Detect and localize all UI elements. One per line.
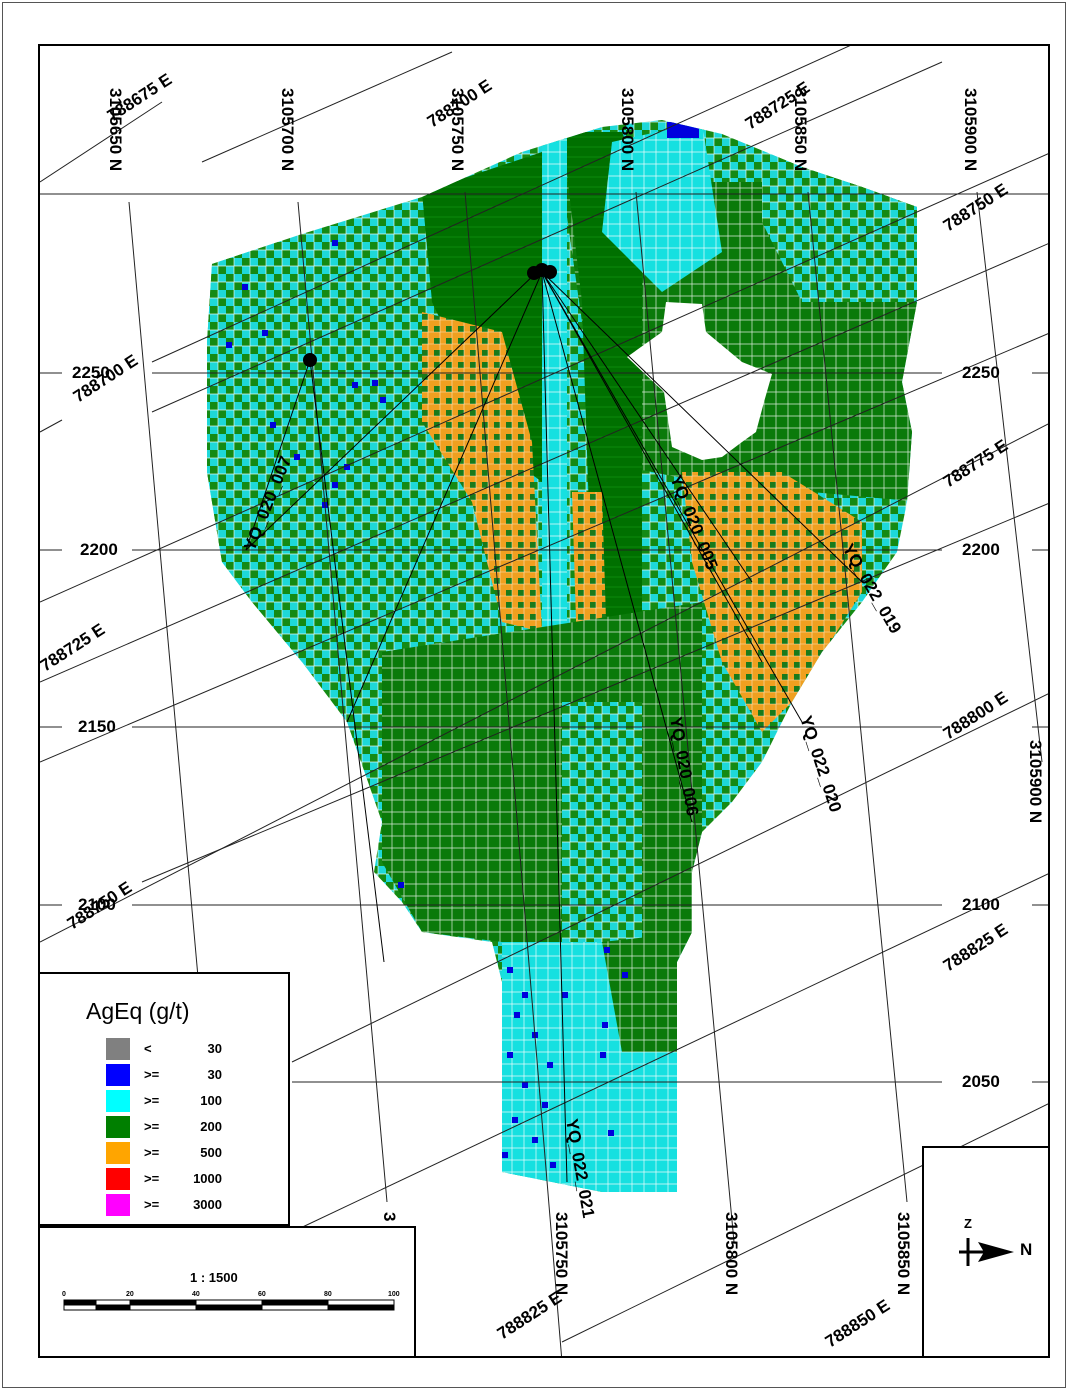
legend-row: >= 100 [106,1090,286,1112]
easting-left-1: 788725 E [37,620,108,676]
elevation-lines [40,193,1048,1083]
easting-5: 788800 E [940,688,1011,744]
legend-operator: < [144,1041,152,1056]
legend-swatch [106,1116,130,1138]
scale-ratio: 1 : 1500 [190,1270,238,1285]
scale-tick-label: 60 [258,1291,266,1298]
section-map [40,46,1048,1356]
northing-bottom-3: 3105850 N [894,1212,913,1295]
north-arrow-icon [959,1238,1014,1266]
hole-label-4: YQ_020_006 [666,715,702,817]
hole-label-2: YQ_022_019 [839,541,906,637]
northing-lines [128,191,1043,1356]
elev-right-1: 2200 [962,540,1000,559]
legend-row: >= 3000 [106,1194,286,1216]
map-frame [38,44,1050,1358]
easting-left-2: 788750 E [64,878,135,934]
scale-tick-label: 100 [388,1291,400,1298]
elev-right-3: 2100 [962,895,1000,914]
elev-left-0: 2250 [72,363,110,382]
scale-tick-label: 0 [62,1291,66,1298]
easting-4: 788775 E [940,436,1011,492]
collars [303,263,557,367]
scale-tick-label: 40 [192,1291,200,1298]
elev-left-3: 2100 [78,895,116,914]
legend-row: >= 1000 [106,1168,286,1190]
legend-swatch [106,1142,130,1164]
legend: AgEq (g/t) < 30 >= 30 >= 100 >= 200 >= 5… [38,972,290,1226]
legend-operator: >= [144,1067,160,1082]
legend-value: 500 [200,1145,222,1160]
legend-row: >= 30 [106,1064,286,1086]
legend-value: 1000 [193,1171,222,1186]
northing-top-2: 3105750 N [448,88,467,171]
northing-top-0: 3105650 N [106,88,125,171]
hole-label-3: YQ_022_020 [796,713,845,814]
elev-left-2: 2150 [78,717,116,736]
hole-label-1: YQ_020_005 [666,472,721,572]
legend-operator: >= [144,1119,160,1134]
scale-tick-label: 80 [324,1291,332,1298]
easting-lines [40,46,1048,1343]
legend-value: 3000 [193,1197,222,1212]
north-arrow-box: Z N [922,1146,1050,1358]
northing-top-4: 3105850 N [791,88,810,171]
easting-bottom-0: 788825 E [494,1288,565,1344]
n-label: N [1020,1240,1033,1259]
easting-3: 788750 E [940,180,1011,236]
northing-right-0: 3105900 N [1026,740,1045,823]
legend-operator: >= [144,1171,160,1186]
void-area [627,302,772,460]
easting-bottom-1: 788850 E [822,1296,893,1352]
z-label: Z [964,1216,972,1231]
legend-swatch [106,1090,130,1112]
hole-label-0: YQ_020_007 [240,453,295,553]
northing-bottom-2: 3105800 N [722,1212,741,1295]
legend-operator: >= [144,1145,160,1160]
legend-row: < 30 [106,1038,286,1060]
legend-swatch [106,1194,130,1216]
elev-right-4: 2050 [962,1072,1000,1091]
legend-operator: >= [144,1197,160,1212]
drill-traces [245,271,863,1183]
elev-left-1: 2200 [80,540,118,559]
legend-row: >= 200 [106,1116,286,1138]
hole-label-5: YQ_022_021 [562,1117,598,1219]
legend-swatch [106,1038,130,1060]
scale-box: 1 : 1500 0 20 40 60 80 100 [38,1226,416,1358]
legend-value: 30 [207,1067,222,1082]
legend-value: 100 [200,1093,222,1108]
legend-swatch [106,1064,130,1086]
northing-bottom-0: 3 [380,1212,399,1221]
northing-top-5: 3105900 N [961,88,980,171]
scale-bar: 0 20 40 60 80 100 [62,1291,400,1311]
northing-bottom-1: 3105750 N [552,1212,571,1295]
legend-value: 200 [200,1119,222,1134]
legend-operator: >= [144,1093,160,1108]
scale-tick-label: 20 [126,1291,134,1298]
legend-value: 30 [207,1041,222,1056]
legend-swatch [106,1168,130,1190]
elev-right-0: 2250 [962,363,1000,382]
northing-top-1: 3105700 N [278,88,297,171]
legend-title: AgEq (g/t) [86,998,190,1024]
legend-row: >= 500 [106,1142,286,1164]
northing-top-3: 3105800 N [618,88,637,171]
easting-6: 788825 E [940,920,1011,976]
